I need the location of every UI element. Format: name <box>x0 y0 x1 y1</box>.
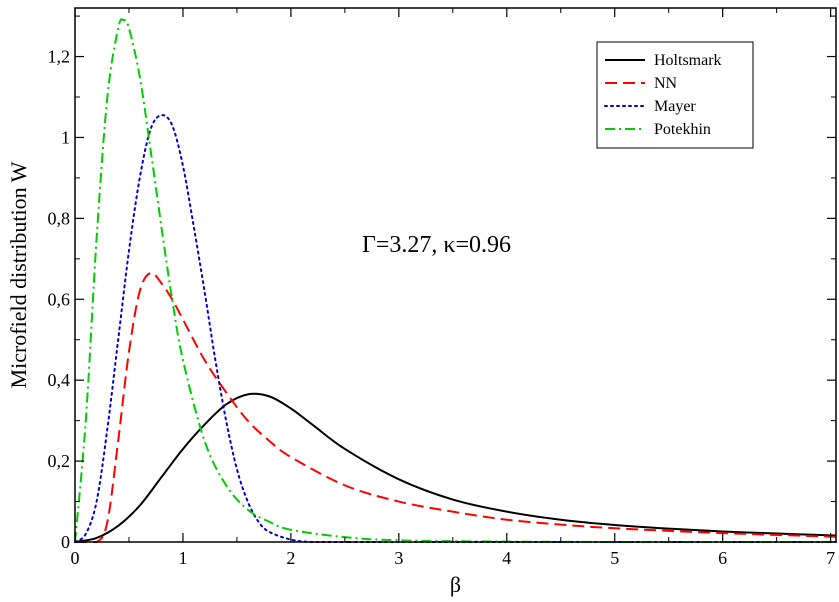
x-tick-label: 4 <box>502 548 511 568</box>
y-axis-title: Microfield distribution W <box>6 161 31 388</box>
legend-label-nn: NN <box>654 75 678 92</box>
x-tick-label: 3 <box>394 548 403 568</box>
x-tick-label: 1 <box>178 548 187 568</box>
y-tick-label: 1,2 <box>48 47 71 67</box>
y-tick-label: 0,6 <box>48 289 71 309</box>
legend-label-holtsmark: Holtsmark <box>654 52 722 69</box>
y-tick-label: 1 <box>61 127 70 147</box>
y-tick-label: 0,8 <box>48 208 71 228</box>
legend-label-potekhin: Potekhin <box>654 121 711 138</box>
x-tick-label: 7 <box>826 548 835 568</box>
x-tick-label: 5 <box>610 548 619 568</box>
x-tick-label: 0 <box>71 548 80 568</box>
plot-frame <box>74 7 837 543</box>
ticks-layer: 0 1 2 3 4 5 6 7 0 0,2 0,4 0,6 0,8 1 1,2 <box>48 8 836 568</box>
y-tick-label: 0,4 <box>48 370 71 390</box>
legend-label-mayer: Mayer <box>654 98 696 115</box>
y-tick-label: 0 <box>61 532 70 552</box>
x-tick-label: 2 <box>286 548 295 568</box>
annotation-text: Γ=3.27, κ=0.96 <box>362 232 511 258</box>
series-line-nn <box>74 271 837 543</box>
series-line-holtsmark <box>74 392 837 543</box>
x-tick-label: 6 <box>718 548 727 568</box>
y-tick-label: 0,2 <box>48 451 71 471</box>
x-axis-title: β <box>450 572 461 597</box>
legend: Holtsmark NN Mayer Potekhin <box>596 41 754 149</box>
